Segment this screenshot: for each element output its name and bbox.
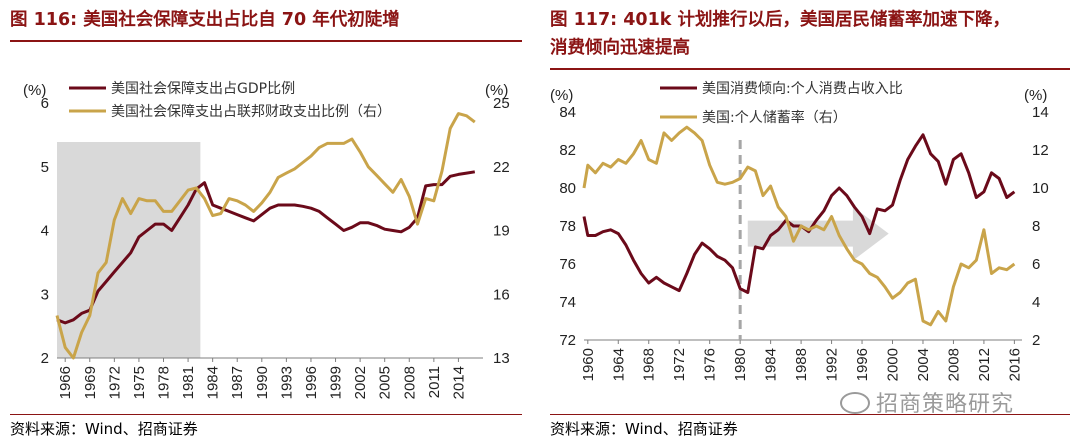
watermark-text: 招商策略研究 (876, 392, 1015, 417)
x-axis-tick-label: 1964 (610, 348, 627, 381)
x-axis-tick-label: 1981 (180, 366, 197, 399)
right-axis-tick-label: 12 (1032, 142, 1049, 159)
trend-arrow (747, 206, 889, 261)
left-axis-tick-label: 80 (559, 180, 576, 197)
left-axis-tick-label: 5 (41, 159, 49, 176)
left-axis-tick-label: 78 (559, 218, 576, 235)
right-axis-unit: (%) (485, 82, 508, 99)
x-axis-tick-label: 1980 (732, 348, 749, 381)
x-axis-tick-label: 1993 (278, 366, 295, 399)
legend-label-gdp-share: 美国社会保障支出占GDP比例 (111, 81, 295, 97)
right-axis-tick-label: 8 (1032, 218, 1040, 235)
left-axis-tick-label: 72 (559, 332, 576, 349)
left-axis-unit: (%) (23, 82, 46, 99)
x-axis-tick-label: 1972 (106, 366, 123, 399)
x-axis-tick-label: 2004 (915, 348, 932, 381)
x-axis-tick-label: 2012 (976, 348, 993, 381)
right-axis-tick-label: 6 (1032, 256, 1040, 273)
left-axis-tick-label: 82 (559, 142, 576, 159)
series-line-1 (582, 133, 1016, 294)
x-axis-tick-label: 1978 (156, 366, 173, 399)
right-chart-title-line2: 消费倾向迅速提高 (550, 38, 690, 58)
x-axis-tick-label: 2011 (426, 366, 443, 398)
right-axis-unit: (%) (1024, 87, 1047, 104)
x-axis-tick-label: 1975 (131, 366, 148, 399)
x-axis-tick-label: 1996 (854, 348, 871, 381)
left-axis-tick-label: 74 (559, 294, 576, 311)
x-axis-tick-label: 2008 (401, 366, 418, 399)
right-bottom-rule (550, 414, 1070, 415)
series-line-1 (56, 170, 476, 325)
right-axis-tick-label: 25 (493, 95, 510, 112)
x-axis-tick-label: 2014 (450, 366, 467, 399)
series-line-2 (55, 112, 476, 360)
shaded-period (57, 142, 201, 358)
series-line-2 (582, 125, 1016, 327)
x-axis-tick-label: 1987 (229, 366, 246, 399)
right-axis-tick-label: 16 (493, 286, 510, 303)
wechat-icon (840, 392, 870, 414)
x-axis-tick-label: 1966 (57, 366, 74, 399)
x-axis-tick-label: 1984 (763, 348, 780, 381)
left-axis-tick-label: 3 (41, 286, 49, 303)
legend-label-consumption: 美国消费倾向:个人消费占收入比 (702, 81, 903, 97)
x-axis-tick-label: 2002 (352, 366, 369, 399)
x-axis-tick-label: 1972 (671, 348, 688, 381)
x-axis-tick-label: 1984 (205, 366, 222, 399)
right-axis-tick-label: 14 (1032, 104, 1049, 121)
right-source-note: 资料来源：Wind、招商证券 (550, 420, 738, 438)
left-axis-tick-label: 6 (41, 95, 49, 112)
left-chart-title: 图 116: 美国社会保障支出占比自 70 年代初陡增 (10, 10, 400, 30)
right-chart-panel: 图 117: 401k 计划推行以后，美国居民储蓄率加速下降， 消费倾向迅速提高… (540, 0, 1080, 446)
left-chart-panel: 图 116: 美国社会保障支出占比自 70 年代初陡增 2 3 4 5 6 13 16 19 2… (0, 0, 530, 446)
right-axis-tick-label: 2 (1032, 332, 1040, 349)
x-axis-tick-label: 2008 (945, 348, 962, 381)
x-axis-tick-label: 2016 (1006, 348, 1023, 381)
right-axis-tick-label: 19 (493, 223, 510, 240)
right-axis-tick-label: 22 (493, 159, 510, 176)
right-axis-tick-label: 4 (1032, 294, 1040, 311)
legend-label-fed-share: 美国社会保障支出占联邦财政支出比例（右） (111, 104, 391, 120)
right-title-rule (550, 68, 1070, 70)
x-axis-tick-label: 1999 (328, 366, 345, 399)
left-axis-tick-label: 76 (559, 256, 576, 273)
x-axis-tick-label: 2005 (377, 366, 394, 399)
x-axis-tick-label: 1992 (824, 348, 841, 381)
x-axis-tick-label: 1976 (702, 348, 719, 381)
left-axis-tick-label: 2 (41, 350, 49, 367)
left-title-rule (10, 40, 522, 42)
watermark: 招商策略研究 (840, 386, 1014, 418)
left-axis-tick-label: 4 (41, 223, 49, 240)
x-axis-tick-label: 2000 (885, 348, 902, 381)
left-axis-unit: (%) (550, 87, 573, 104)
legend-label-savings: 美国:个人储蓄率（右） (702, 109, 847, 126)
x-axis-tick-label: 1990 (254, 366, 271, 399)
right-axis-tick-label: 10 (1032, 180, 1049, 197)
right-chart-title-line1: 图 117: 401k 计划推行以后，美国居民储蓄率加速下降， (550, 10, 1010, 30)
x-axis-tick-label: 1988 (793, 348, 810, 381)
right-axis-tick-label: 13 (493, 350, 510, 367)
x-axis-tick-label: 1968 (641, 348, 658, 381)
x-axis-tick-label: 1960 (580, 348, 597, 381)
x-axis-tick-label: 1969 (82, 366, 99, 399)
left-bottom-rule (10, 414, 522, 415)
x-axis-tick-label: 1996 (303, 366, 320, 399)
left-source-note: 资料来源：Wind、招商证券 (10, 420, 198, 438)
left-axis-tick-label: 84 (559, 104, 576, 121)
